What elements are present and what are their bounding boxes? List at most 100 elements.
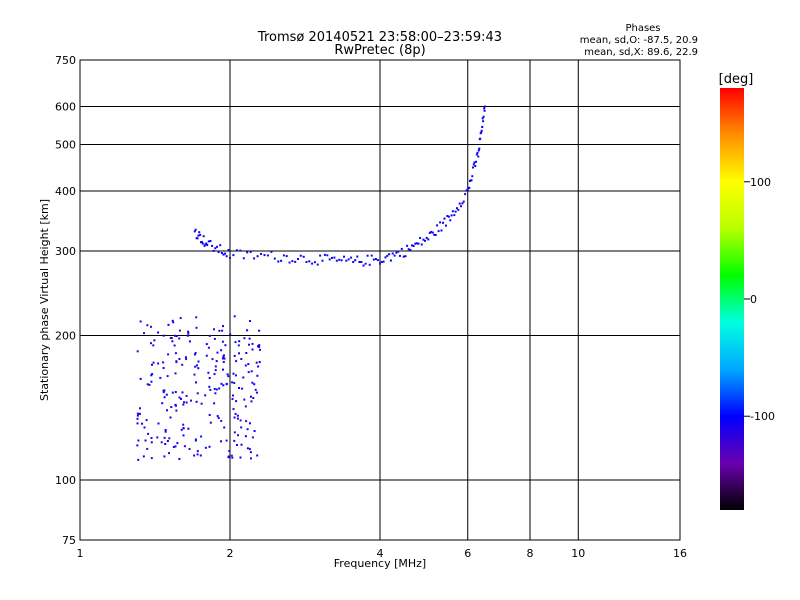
- data-point: [221, 329, 224, 332]
- data-point: [222, 368, 224, 371]
- data-point: [242, 257, 245, 260]
- x-tick-label: 2: [227, 547, 234, 560]
- data-point: [175, 335, 178, 338]
- data-point: [145, 419, 148, 422]
- plot-frame: [79, 59, 681, 541]
- data-point: [246, 428, 249, 431]
- data-point: [249, 451, 252, 454]
- data-point: [182, 423, 185, 426]
- data-point: [175, 361, 178, 364]
- data-point: [196, 450, 199, 453]
- data-point: [193, 454, 196, 457]
- data-point: [167, 353, 170, 356]
- data-point: [470, 179, 473, 182]
- data-point: [407, 248, 410, 251]
- data-point: [208, 414, 211, 416]
- y-tick-label: 300: [55, 245, 76, 258]
- data-point: [354, 259, 357, 262]
- data-point: [221, 357, 224, 360]
- data-point: [182, 427, 185, 429]
- data-point: [247, 371, 250, 374]
- data-point: [196, 364, 198, 367]
- data-point: [445, 224, 447, 227]
- data-point: [247, 363, 250, 366]
- data-point: [187, 330, 190, 333]
- data-point: [415, 242, 418, 245]
- data-point: [255, 361, 258, 364]
- data-point: [248, 343, 250, 346]
- data-point: [430, 230, 433, 233]
- data-point: [422, 238, 425, 241]
- data-point: [222, 253, 225, 256]
- data-point: [178, 358, 181, 360]
- data-point: [187, 332, 190, 335]
- data-point: [236, 417, 239, 420]
- data-point: [461, 202, 464, 205]
- data-point: [239, 419, 242, 422]
- data-point: [207, 371, 210, 374]
- data-point: [311, 262, 314, 265]
- data-point: [248, 448, 251, 451]
- data-point: [216, 415, 219, 418]
- data-point: [249, 422, 251, 425]
- data-point: [198, 231, 201, 234]
- data-point: [178, 396, 181, 399]
- data-point: [171, 391, 174, 394]
- data-point: [208, 445, 211, 448]
- data-point: [483, 109, 486, 112]
- data-point: [152, 344, 155, 347]
- data-point: [258, 329, 261, 332]
- data-point: [202, 235, 205, 238]
- data-point: [150, 437, 153, 439]
- data-point: [362, 264, 365, 267]
- data-point: [172, 321, 175, 324]
- data-point: [223, 357, 226, 360]
- data-point: [225, 255, 228, 258]
- data-point: [235, 249, 238, 252]
- data-point: [224, 252, 227, 255]
- data-point: [136, 412, 139, 415]
- data-point: [226, 373, 229, 376]
- data-point: [165, 393, 168, 396]
- x-axis-ticks: 1 2 4 6 8 10 16: [77, 547, 688, 560]
- data-point: [370, 254, 373, 257]
- data-point: [231, 381, 234, 384]
- data-point: [406, 244, 409, 247]
- data-point: [462, 200, 465, 203]
- data-point: [343, 255, 345, 258]
- data-point: [169, 416, 172, 419]
- data-point: [157, 362, 160, 365]
- data-point: [251, 436, 254, 439]
- data-point: [366, 254, 369, 257]
- data-point: [166, 440, 169, 442]
- data-point: [431, 231, 434, 234]
- data-point: [477, 149, 480, 152]
- data-point: [209, 421, 212, 424]
- data-point: [471, 175, 474, 178]
- data-point: [193, 230, 196, 233]
- data-point: [139, 412, 141, 415]
- data-point: [214, 369, 217, 372]
- data-point: [256, 454, 259, 457]
- data-point: [453, 214, 456, 217]
- data-point: [237, 434, 239, 437]
- data-point: [186, 334, 189, 337]
- y-axis-ticks: 75 100 200 300 400 500 600 750: [55, 54, 76, 547]
- data-point: [218, 387, 221, 390]
- data-point: [419, 237, 422, 239]
- data-point: [172, 446, 175, 448]
- data-point: [185, 394, 188, 397]
- data-point: [376, 259, 379, 262]
- data-point: [260, 253, 262, 255]
- data-point: [213, 328, 215, 331]
- data-point: [258, 344, 261, 347]
- data-point: [220, 419, 223, 422]
- data-point: [374, 258, 377, 260]
- data-point: [305, 261, 308, 263]
- data-point: [214, 392, 217, 395]
- data-point: [224, 344, 227, 347]
- data-point: [257, 345, 259, 348]
- data-point: [250, 370, 253, 373]
- data-point: [150, 441, 153, 444]
- data-point: [220, 440, 222, 443]
